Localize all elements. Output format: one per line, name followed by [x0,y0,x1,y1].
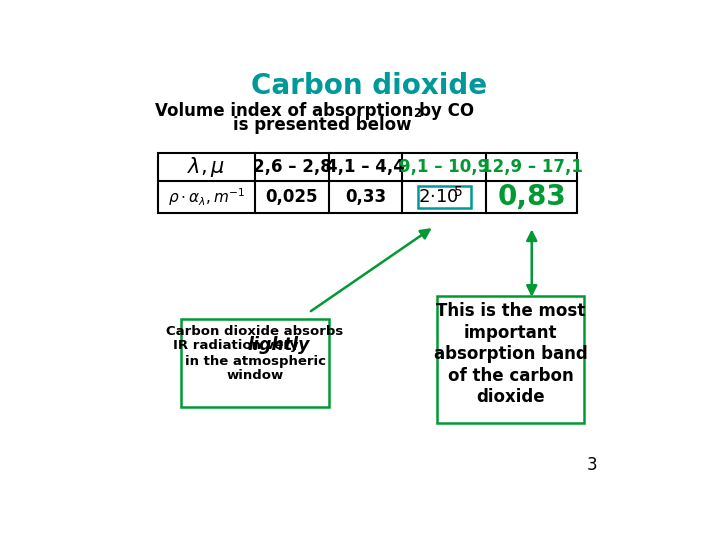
Text: dioxide: dioxide [477,388,545,407]
Bar [181,319,329,408]
Text: This is the most: This is the most [436,302,585,320]
Text: 5: 5 [454,185,462,199]
Text: Carbon dioxide absorbs: Carbon dioxide absorbs [166,325,343,338]
Text: $\rho \cdot \alpha_{\lambda}, m^{-1}$: $\rho \cdot \alpha_{\lambda}, m^{-1}$ [168,186,246,208]
Bar [437,296,585,423]
Text: 3: 3 [587,456,598,474]
Text: 12,9 – 17,1: 12,9 – 17,1 [481,158,582,176]
Text: IR radiation very: IR radiation very [173,339,303,353]
Text: in the atmospheric: in the atmospheric [184,355,325,368]
Text: window: window [227,369,284,382]
Text: of the carbon: of the carbon [448,367,574,385]
Text: 4,1 – 4,4: 4,1 – 4,4 [326,158,405,176]
Text: is presented below: is presented below [233,116,412,134]
Text: Carbon dioxide: Carbon dioxide [251,72,487,100]
Text: 0,83: 0,83 [498,183,566,211]
Text: 2: 2 [413,107,421,120]
Bar [158,153,577,213]
FancyArrowPatch shape [527,232,536,294]
Text: $\lambda, \mu$: $\lambda, \mu$ [187,155,226,179]
Text: Volume index of absorption by CO: Volume index of absorption by CO [156,102,474,120]
Text: lightly: lightly [247,336,310,354]
Text: absorption band: absorption band [434,345,588,363]
Text: 0,025: 0,025 [266,188,318,206]
Text: 0,33: 0,33 [345,188,386,206]
Text: $2{\cdot}10$: $2{\cdot}10$ [418,188,459,206]
Text: 2,6 – 2,8: 2,6 – 2,8 [253,158,331,176]
Bar [418,186,471,208]
Text: important: important [464,324,557,342]
Text: 9,1 – 10,9: 9,1 – 10,9 [399,158,490,176]
FancyArrowPatch shape [311,230,430,311]
